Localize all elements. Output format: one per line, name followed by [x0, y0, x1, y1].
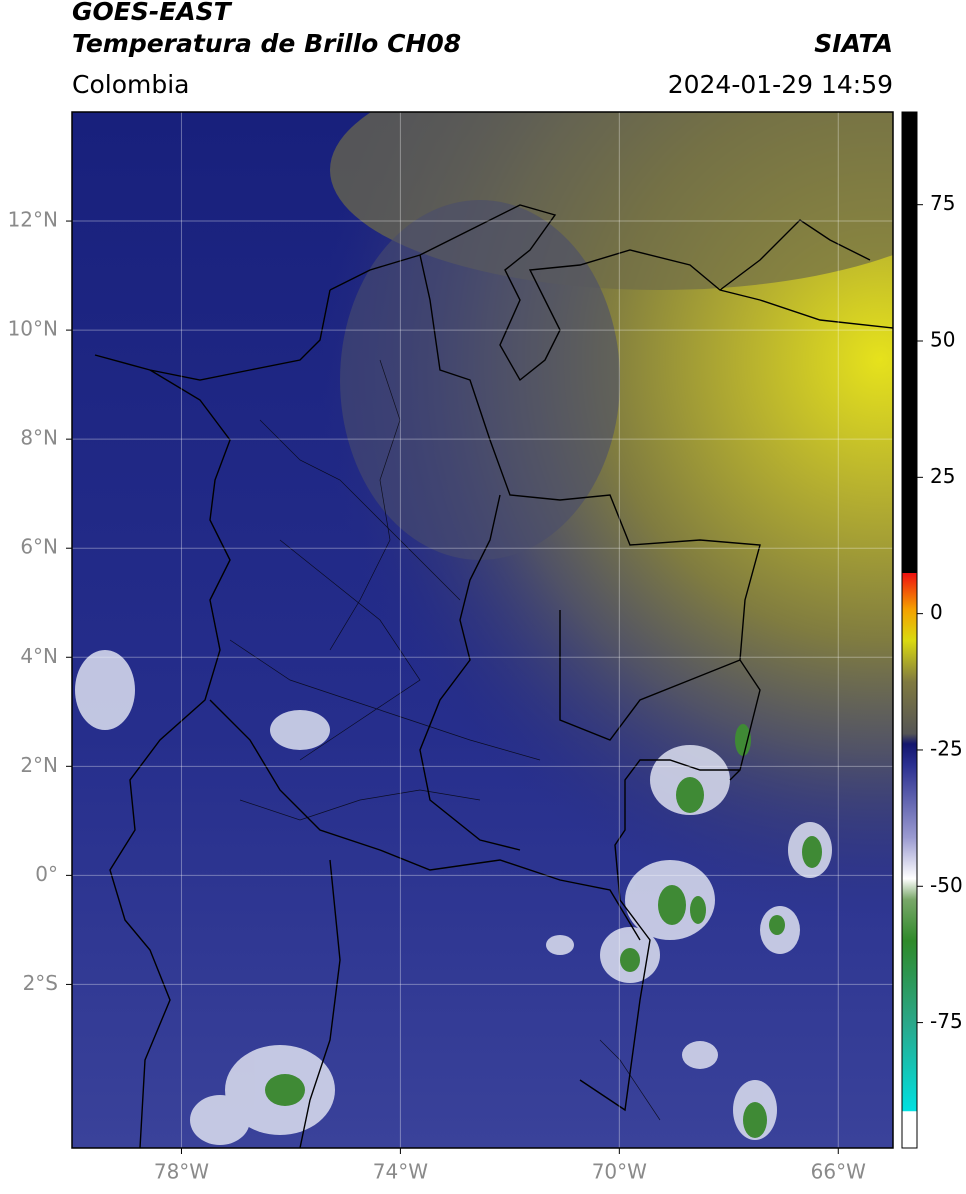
colorbar-tick-label: -50 [930, 873, 963, 897]
y-tick-label: 4°N [20, 644, 58, 668]
y-tick-label: 2°N [20, 753, 58, 777]
timestamp: 2024-01-29 14:59 [668, 70, 893, 99]
colorbar [901, 111, 918, 1149]
map-frame [71, 111, 894, 1149]
y-tick-label: 8°N [20, 426, 58, 450]
colorbar-tick-label: 25 [930, 464, 955, 488]
colorbar-tick-label: 0 [930, 600, 943, 624]
title-top: GOES-EAST [72, 0, 233, 26]
title-main: Temperatura de Brillo CH08 [72, 29, 461, 58]
y-tick-label: 2°S [23, 971, 58, 995]
x-tick-label: 70°W [592, 1160, 647, 1184]
y-tick-label: 0° [35, 862, 58, 886]
y-tick-label: 6°N [20, 535, 58, 559]
colorbar-tick-label: 50 [930, 328, 955, 352]
y-tick-label: 10°N [8, 317, 58, 341]
satellite-image [72, 112, 893, 1148]
source: SIATA [814, 29, 893, 58]
x-tick-label: 74°W [373, 1160, 428, 1184]
colorbar-tick-label: -75 [930, 1009, 963, 1033]
region: Colombia [72, 70, 189, 99]
x-tick-label: 66°W [811, 1160, 866, 1184]
x-tick-label: 78°W [154, 1160, 209, 1184]
colorbar-tick-label: 75 [930, 191, 955, 215]
graticule [72, 112, 893, 1148]
colorbar-tick-label: -25 [930, 736, 963, 760]
y-tick-label: 12°N [8, 208, 58, 232]
